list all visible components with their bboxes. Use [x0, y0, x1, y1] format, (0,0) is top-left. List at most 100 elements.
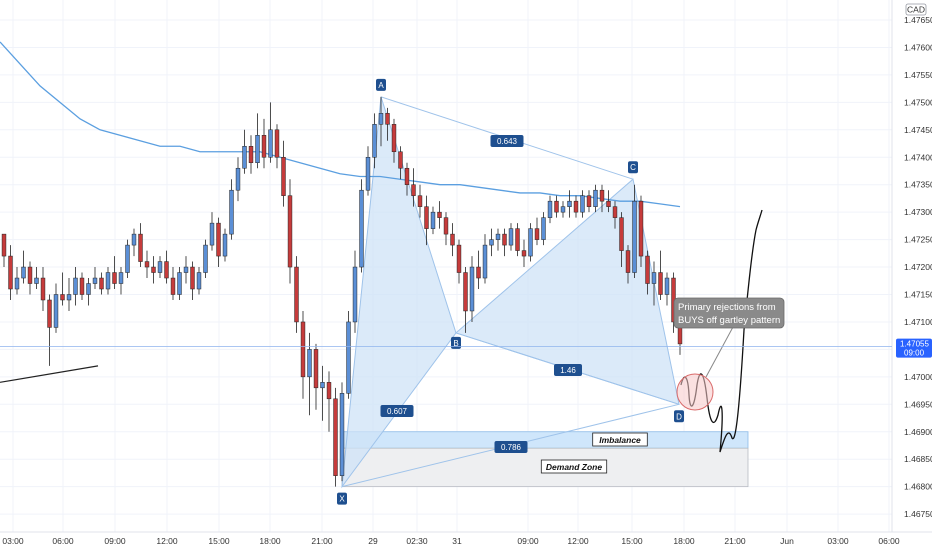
point-b: B: [451, 336, 461, 349]
candle: [469, 256, 475, 322]
candle-body: [151, 266, 156, 273]
candle: [476, 250, 481, 290]
candle-body: [508, 228, 514, 246]
candle-body: [417, 195, 423, 207]
candle: [8, 245, 13, 300]
candle-body: [209, 222, 215, 246]
candle: [573, 195, 579, 218]
candle-body: [1, 233, 7, 257]
price-tick-label: 1.47100: [904, 317, 932, 327]
ratio-xb-bg: [380, 405, 414, 417]
ma-polyline: [0, 41, 681, 208]
time-axis[interactable]: 03:00 06:00 09:00 12:00 15:00 18:00 21:00 29 02:…: [0, 531, 932, 546]
candle: [157, 256, 163, 279]
candle-body: [242, 146, 247, 169]
candle-body: [482, 244, 488, 279]
candle: [144, 250, 150, 279]
candle: [209, 212, 215, 251]
candle: [248, 135, 254, 174]
candle: [313, 343, 319, 410]
candle-body: [658, 272, 663, 295]
candle-body: [105, 272, 111, 290]
candle-body: [443, 217, 449, 235]
candle: [242, 129, 247, 174]
candle-body: [411, 184, 416, 196]
candle-body: [339, 393, 345, 476]
price-axis-bg: [892, 0, 932, 550]
candle: [593, 184, 598, 213]
candle-body: [534, 228, 540, 240]
candle: [339, 382, 345, 482]
candle: [443, 212, 449, 246]
time-tick-label: 03:00: [2, 536, 24, 546]
candle: [79, 272, 85, 300]
candle-body: [14, 277, 20, 290]
candle: [346, 310, 351, 399]
candle-body: [183, 266, 189, 273]
candle: [229, 179, 234, 240]
candle-body: [476, 266, 481, 279]
candle: [1, 233, 7, 268]
candle: [131, 228, 137, 257]
candle-body: [593, 189, 598, 207]
point-a: A: [376, 78, 386, 91]
candle: [599, 184, 605, 213]
candles: [1, 96, 683, 487]
candle-body: [229, 189, 234, 235]
candle-body: [47, 299, 52, 328]
candle: [547, 195, 553, 224]
price-tick-label: 1.47450: [904, 125, 932, 135]
candle-body: [92, 277, 98, 284]
candle: [437, 201, 442, 229]
candle-body: [378, 113, 384, 125]
time-tick-label: 12:00: [156, 536, 178, 546]
candle-body: [53, 294, 59, 328]
candle-body: [495, 233, 501, 240]
candle-body: [385, 113, 390, 125]
candle: [554, 195, 559, 218]
price-tick-label: 1.47300: [904, 207, 932, 217]
candle-body: [502, 233, 507, 246]
candle-body: [365, 157, 371, 191]
candle-body: [261, 135, 267, 158]
time-tick-label: 15:00: [208, 536, 230, 546]
candle-body: [346, 321, 351, 394]
candle: [105, 267, 111, 295]
candle-body: [235, 167, 241, 191]
candle-body: [27, 266, 33, 284]
candle-body: [586, 195, 592, 207]
pattern-labels: X A B C D 0.643 1.46 0.607 0.786 Imbalance Demand …: [337, 78, 684, 505]
rejection-circle: [676, 373, 714, 411]
candle: [196, 267, 202, 295]
current-price-bg: [896, 338, 932, 358]
candle: [27, 261, 33, 295]
point-a-bg: [376, 78, 386, 91]
point-c: C: [628, 161, 638, 174]
price-tick-label: 1.47550: [904, 70, 932, 80]
point-b-text: B: [453, 339, 458, 348]
candle: [560, 201, 566, 218]
candle-body: [34, 277, 39, 284]
candle-body: [651, 272, 657, 284]
candle-body: [352, 266, 358, 323]
candle-body: [606, 200, 611, 207]
candle: [281, 140, 286, 207]
candle-body: [86, 283, 91, 295]
time-tick-label: 31: [452, 536, 462, 546]
candle-body: [664, 277, 670, 295]
candle-body: [274, 129, 280, 158]
candle: [268, 102, 273, 163]
point-b-bg: [451, 336, 461, 349]
candle: [619, 212, 624, 268]
price-tick-label: 1.46800: [904, 482, 932, 492]
candle-body: [619, 217, 624, 251]
trendline: [0, 365, 99, 383]
candle: [378, 96, 384, 147]
ratio-xd-text: 0.786: [501, 443, 522, 452]
imbalance-label-bg: [592, 432, 648, 447]
candle: [580, 190, 585, 218]
candle: [333, 387, 338, 487]
